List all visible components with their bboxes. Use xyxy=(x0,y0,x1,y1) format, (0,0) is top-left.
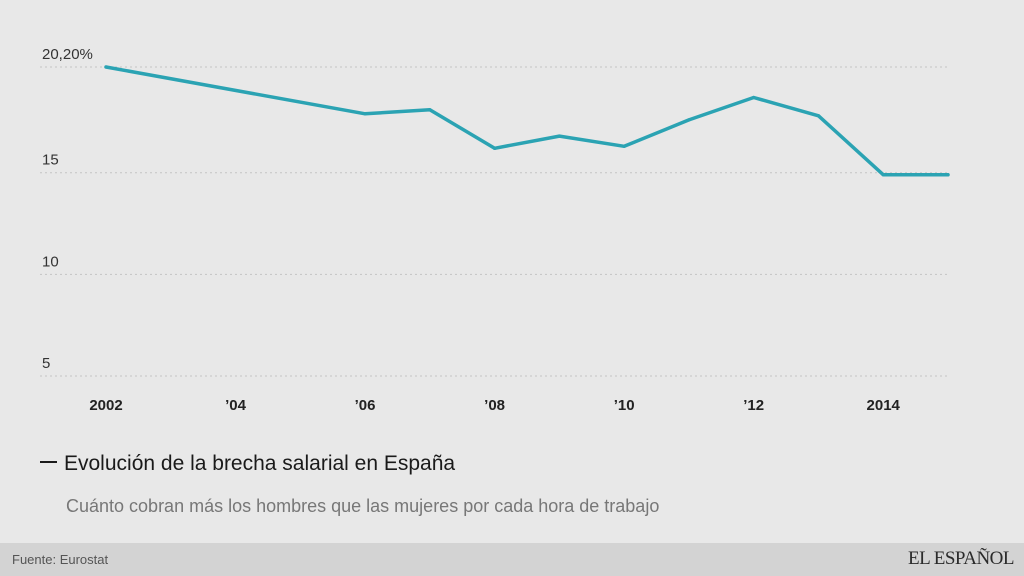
y-tick-label-1: 15 xyxy=(42,152,59,169)
chart-subtitle: Cuánto cobran más los hombres que las mu… xyxy=(66,496,660,516)
x-tick-label-1: ’04 xyxy=(225,397,247,414)
y-tick-label-3: 5 xyxy=(42,355,50,372)
data-point-2002 xyxy=(104,65,108,69)
footer-bar: Fuente: Eurostat EL ESPAÑOL xyxy=(0,543,1024,576)
x-tick-label-3: ’08 xyxy=(484,397,505,414)
source-note: Fuente: Eurostat xyxy=(12,552,109,567)
y-tick-label-2: 10 xyxy=(42,253,59,270)
chart-title: Evolución de la brecha salarial en Españ… xyxy=(40,452,455,476)
data-point-2007 xyxy=(428,108,432,112)
x-tick-label-5: ’12 xyxy=(743,397,764,414)
title-dash-icon xyxy=(40,461,57,464)
y-tick-label-0: 20,20% xyxy=(42,46,93,63)
x-tick-label-6: 2014 xyxy=(867,397,901,414)
x-tick-label-0: 2002 xyxy=(89,397,122,414)
data-point-2012 xyxy=(752,95,756,100)
data-point-2015 xyxy=(946,173,950,177)
data-point-2009 xyxy=(557,134,561,138)
publisher-logo: EL ESPAÑOL xyxy=(907,548,1015,569)
line-chart: 20,20% 15 10 5 2002 ’04 ’06 ’08 ’10 ’12 2014 xyxy=(40,46,950,414)
chart-title-text: Evolución de la brecha salarial en Españ… xyxy=(64,452,456,475)
x-tick-label-2: ’06 xyxy=(355,397,376,414)
series-line-0 xyxy=(104,65,950,177)
data-point-2006 xyxy=(363,112,367,116)
x-tick-label-4: ’10 xyxy=(614,397,635,414)
data-point-2014 xyxy=(881,173,885,177)
data-point-2013 xyxy=(816,114,821,118)
data-point-2010 xyxy=(622,144,626,148)
data-point-2008 xyxy=(493,146,497,150)
data-point-2011 xyxy=(687,118,691,122)
